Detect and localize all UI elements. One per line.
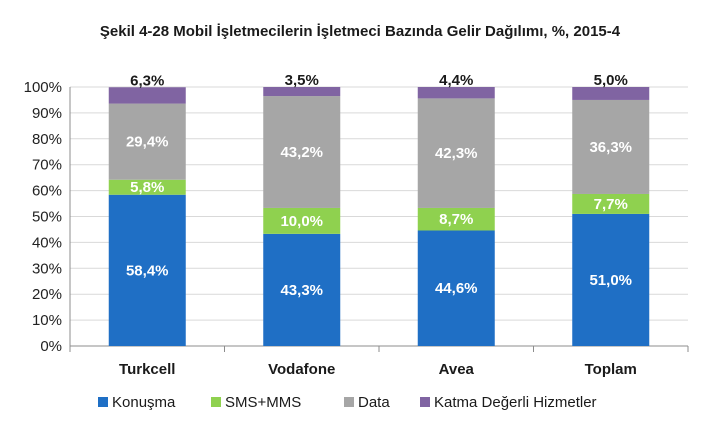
- legend-swatch: [420, 397, 430, 407]
- y-tick-label: 20%: [32, 286, 62, 303]
- legend-label: Katma Değerli Hizmetler: [434, 394, 597, 411]
- bar-toplam-segment-3: [572, 87, 650, 100]
- bar-toplam-segment-2: [572, 99, 650, 194]
- bar-turkcell-segment-3: [108, 87, 186, 104]
- data-label: 42,3%: [435, 145, 478, 162]
- bar-turkcell-segment-2: [108, 103, 186, 180]
- bar-avea-segment-3: [417, 87, 495, 99]
- y-tick-label: 30%: [32, 260, 62, 277]
- data-label: 6,3%: [130, 72, 164, 89]
- bars: [108, 87, 650, 346]
- data-label: 43,2%: [280, 144, 323, 161]
- data-label: 29,4%: [126, 134, 169, 151]
- x-tick-label: Turkcell: [119, 361, 175, 378]
- legend-label: Konuşma: [112, 394, 176, 411]
- y-tick-label: 100%: [24, 79, 62, 96]
- data-label: 58,4%: [126, 262, 169, 279]
- data-labels: 58,4% 5,8% 29,4% 6,3% 43,3% 10,0% 43,2% 3,5% 44,…: [126, 72, 632, 299]
- data-label: 36,3%: [589, 139, 632, 156]
- data-label: 8,7%: [439, 211, 473, 228]
- y-tick-label: 40%: [32, 234, 62, 251]
- y-tick-label: 10%: [32, 312, 62, 329]
- x-tick-label: Toplam: [585, 361, 637, 378]
- y-tick-label: 90%: [32, 105, 62, 122]
- data-label: 10,0%: [280, 213, 323, 230]
- bar-avea-segment-2: [417, 98, 495, 208]
- legend-swatch: [211, 397, 221, 407]
- bar-toplam-segment-0: [572, 213, 650, 346]
- y-tick-label: 80%: [32, 131, 62, 148]
- data-label: 51,0%: [589, 272, 632, 289]
- data-label: 3,5%: [285, 72, 319, 89]
- bar-vodafone-segment-3: [263, 87, 341, 97]
- bar-turkcell-segment-1: [108, 179, 186, 195]
- bar-vodafone-segment-2: [263, 96, 341, 208]
- y-tick-label: 60%: [32, 183, 62, 200]
- bar-avea-segment-0: [417, 230, 495, 346]
- legend: Konuşma SMS+MMS Data Katma Değerli Hizmetle…: [98, 394, 597, 411]
- legend-swatch: [344, 397, 354, 407]
- x-tick-label: Vodafone: [268, 361, 335, 378]
- data-label: 44,6%: [435, 280, 478, 297]
- bar-avea-segment-1: [417, 207, 495, 231]
- legend-label: SMS+MMS: [225, 394, 301, 411]
- axes: 0% 10% 20% 30% 40% 50% 60% 70% 80% 90% 100% Turkcel…: [24, 79, 689, 378]
- data-label: 7,7%: [594, 196, 628, 213]
- y-tick-label: 50%: [32, 209, 62, 226]
- legend-swatch: [98, 397, 108, 407]
- y-tick-label: 0%: [40, 338, 62, 355]
- data-label: 5,0%: [594, 72, 628, 89]
- bar-toplam-segment-1: [572, 193, 650, 214]
- data-label: 43,3%: [280, 282, 323, 299]
- data-label: 4,4%: [439, 72, 473, 89]
- data-label: 5,8%: [130, 179, 164, 196]
- chart-title: Şekil 4-28 Mobil İşletmecilerin İşletmec…: [100, 23, 621, 40]
- bar-vodafone-segment-0: [263, 233, 341, 346]
- legend-label: Data: [358, 394, 390, 411]
- x-tick-label: Avea: [439, 361, 475, 378]
- bar-turkcell-segment-0: [108, 194, 186, 346]
- y-tick-label: 70%: [32, 157, 62, 174]
- bar-vodafone-segment-1: [263, 207, 341, 234]
